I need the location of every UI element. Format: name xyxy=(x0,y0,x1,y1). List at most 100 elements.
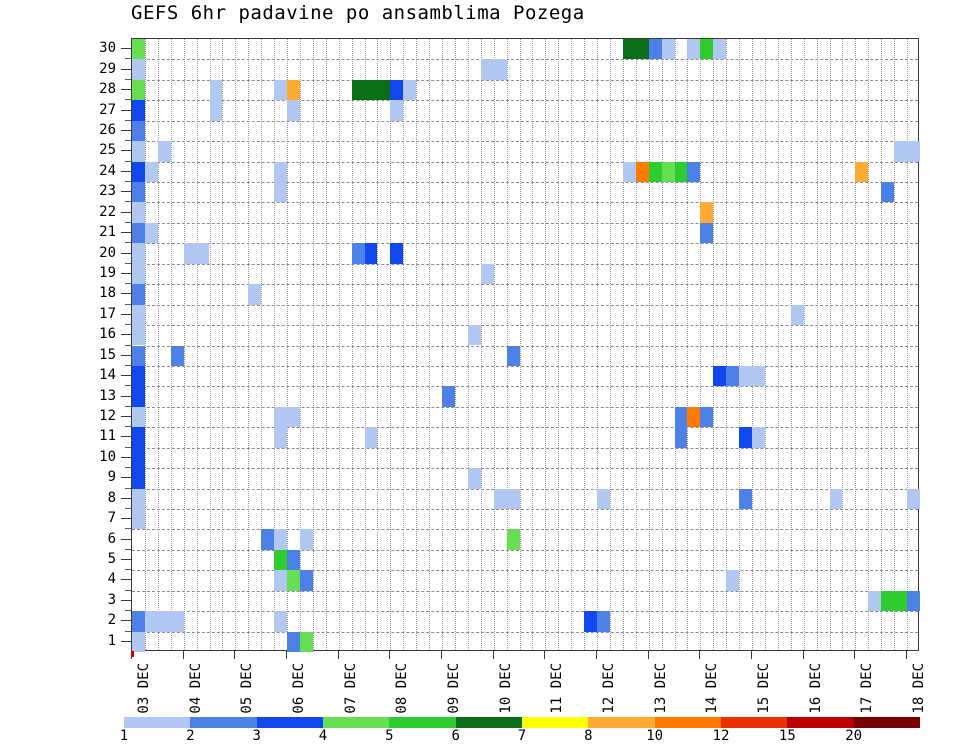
heatmap-cell xyxy=(687,39,701,60)
y-tick-mark-minor xyxy=(125,507,131,509)
y-tick-label: 26 xyxy=(99,121,116,138)
heatmap-cell xyxy=(493,488,507,509)
gridline-vertical xyxy=(881,39,883,650)
colorbar-segment xyxy=(654,717,721,728)
gridline-vertical xyxy=(144,39,146,650)
heatmap-cell xyxy=(739,488,753,509)
heatmap-cell xyxy=(351,243,365,264)
heatmap-cell xyxy=(752,427,765,448)
y-tick-mark-minor xyxy=(125,181,131,183)
colorbar-tick-label: 1 xyxy=(119,728,129,744)
heatmap-cell xyxy=(274,570,287,591)
y-tick-label: 11 xyxy=(99,428,116,445)
y-tick-mark xyxy=(121,518,131,520)
gridline-horizontal xyxy=(132,284,918,286)
heatmap-cell xyxy=(132,406,145,428)
heatmap-cell xyxy=(196,243,210,264)
y-tick-label: 3 xyxy=(107,591,116,608)
colorbar-segment xyxy=(521,717,589,728)
heatmap-cell xyxy=(132,263,145,285)
y-tick-mark xyxy=(121,68,131,70)
y-tick-mark xyxy=(121,48,131,50)
heatmap-cell xyxy=(132,222,145,244)
gridline-horizontal xyxy=(132,468,918,470)
y-tick-mark-minor xyxy=(125,324,131,326)
heatmap-cell xyxy=(597,611,610,632)
gridline-vertical xyxy=(287,39,289,650)
heatmap-cell xyxy=(132,631,145,652)
colorbar-segment xyxy=(322,717,390,728)
gridline-vertical xyxy=(454,39,456,650)
y-tick-label: 24 xyxy=(99,162,116,179)
y-tick-mark xyxy=(121,334,131,336)
heatmap-cell xyxy=(622,161,636,183)
gridline-vertical xyxy=(196,39,198,650)
y-tick-label: 5 xyxy=(107,551,116,568)
gridline-vertical xyxy=(519,39,521,650)
y-tick-mark xyxy=(121,620,131,622)
gridline-vertical xyxy=(648,39,650,650)
heatmap-cell xyxy=(467,325,481,346)
heatmap-cell xyxy=(907,141,920,162)
heatmap-cell xyxy=(132,488,145,509)
x-tick-mark xyxy=(441,651,443,659)
gridline-horizontal xyxy=(132,243,918,245)
gridline-horizontal xyxy=(132,161,918,163)
y-tick-mark xyxy=(121,579,131,581)
y-tick-mark-minor xyxy=(125,221,131,223)
heatmap-cell xyxy=(132,386,145,407)
gridline-vertical xyxy=(764,39,766,650)
y-tick-mark-minor xyxy=(125,262,131,264)
heatmap-cell xyxy=(287,631,300,652)
x-tick-mark xyxy=(182,651,184,659)
heatmap-cell xyxy=(700,202,714,223)
colorbar xyxy=(124,717,920,728)
x-tick-label: 12 DEC xyxy=(601,663,618,714)
y-tick-mark-minor xyxy=(125,610,131,612)
gridline-horizontal xyxy=(132,386,918,388)
y-tick-label: 17 xyxy=(99,305,116,322)
heatmap-cell xyxy=(132,325,145,346)
x-tick-mark xyxy=(337,651,339,659)
heatmap-cell xyxy=(132,345,145,366)
colorbar-tick-label: 12 xyxy=(712,728,730,744)
x-tick-mark xyxy=(751,651,753,659)
x-tick-label: 06 DEC xyxy=(291,663,308,714)
gridline-vertical xyxy=(416,39,418,650)
y-tick-mark-minor xyxy=(125,119,131,121)
x-tick-label: 09 DEC xyxy=(446,663,463,714)
y-tick-mark-minor xyxy=(125,467,131,469)
gridline-vertical xyxy=(571,39,573,650)
origin-marker xyxy=(131,651,134,657)
heatmap-cell xyxy=(907,590,920,612)
y-tick-label: 14 xyxy=(99,367,116,384)
y-tick-mark xyxy=(121,640,131,642)
y-tick-label: 29 xyxy=(99,60,116,77)
heatmap-cell xyxy=(739,427,753,448)
gridline-horizontal xyxy=(132,365,918,367)
gridline-horizontal xyxy=(132,590,918,592)
gridline-horizontal xyxy=(132,263,918,265)
chart-title: GEFS 6hr padavine po ansamblima Pozega xyxy=(131,2,585,24)
colorbar-segment xyxy=(124,717,191,728)
y-tick-mark-minor xyxy=(125,99,131,101)
heatmap-cell xyxy=(144,611,158,632)
gridline-vertical xyxy=(377,39,379,650)
gridline-vertical xyxy=(390,39,392,650)
colorbar-segment xyxy=(455,717,522,728)
y-tick-label: 6 xyxy=(107,530,116,547)
heatmap-cell xyxy=(364,79,378,101)
heatmap-cell xyxy=(390,100,404,121)
gridline-vertical xyxy=(558,39,560,650)
y-tick-mark xyxy=(121,416,131,418)
gridline-vertical xyxy=(622,39,624,650)
heatmap-cell xyxy=(726,365,740,387)
heatmap-cell xyxy=(132,427,145,448)
y-tick-mark xyxy=(121,293,131,295)
colorbar-tick-label: 15 xyxy=(778,728,796,744)
x-tick-label: 18 DEC xyxy=(911,663,928,714)
gridline-vertical xyxy=(700,39,702,650)
heatmap-cell xyxy=(403,79,417,101)
heatmap-cell xyxy=(132,365,145,387)
heatmap-cell xyxy=(132,202,145,223)
